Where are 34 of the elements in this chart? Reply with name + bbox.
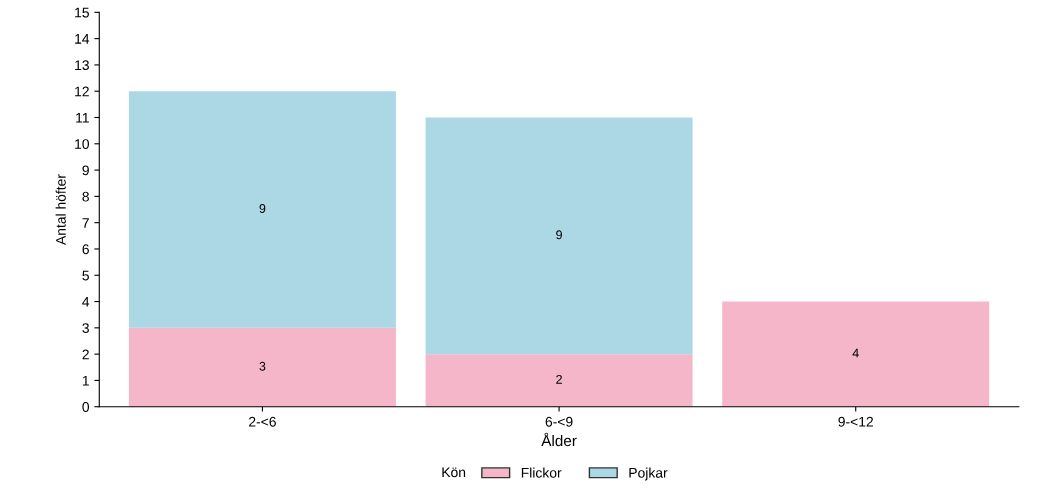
bar bbox=[425, 117, 693, 355]
data-label: 9 bbox=[556, 230, 562, 240]
y-tick-label: 3 bbox=[82, 323, 89, 334]
x-axis-title: Ålder bbox=[541, 432, 577, 447]
bar bbox=[425, 354, 693, 407]
x-tick-label: 2-<6 bbox=[249, 416, 276, 427]
bar bbox=[128, 327, 396, 407]
y-tick-label: 15 bbox=[75, 7, 89, 18]
bar bbox=[722, 301, 990, 407]
legend-label: Flickor bbox=[521, 467, 562, 478]
x-tick-label: 6-<9 bbox=[545, 416, 573, 427]
legend-title: Kön bbox=[442, 467, 466, 478]
y-tick-label: 1 bbox=[82, 375, 89, 386]
bar bbox=[128, 91, 396, 328]
y-tick-label: 2 bbox=[82, 349, 89, 360]
y-tick-label: 9 bbox=[82, 165, 89, 176]
y-tick-label: 14 bbox=[75, 34, 90, 44]
x-tick-label: 9-<12 bbox=[838, 416, 873, 427]
y-tick-label: 11 bbox=[76, 112, 89, 123]
y-axis-title: Antal höfter bbox=[55, 174, 66, 246]
y-tick-label: 7 bbox=[82, 218, 89, 228]
y-tick-label: 0 bbox=[82, 402, 90, 412]
y-tick-label: 5 bbox=[82, 270, 89, 281]
legend-label: Pojkar bbox=[629, 467, 668, 481]
data-label: 3 bbox=[259, 361, 266, 371]
data-label: 9 bbox=[259, 204, 266, 213]
y-tick-label: 6 bbox=[82, 244, 89, 255]
data-label: 4 bbox=[852, 348, 859, 358]
y-tick-label: 13 bbox=[75, 60, 89, 71]
y-tick-label: 4 bbox=[82, 297, 90, 307]
data-label: 2 bbox=[556, 374, 562, 384]
y-tick-label: 10 bbox=[75, 139, 90, 149]
y-tick-label: 12 bbox=[75, 86, 89, 97]
y-tick-label: 8 bbox=[82, 191, 89, 202]
